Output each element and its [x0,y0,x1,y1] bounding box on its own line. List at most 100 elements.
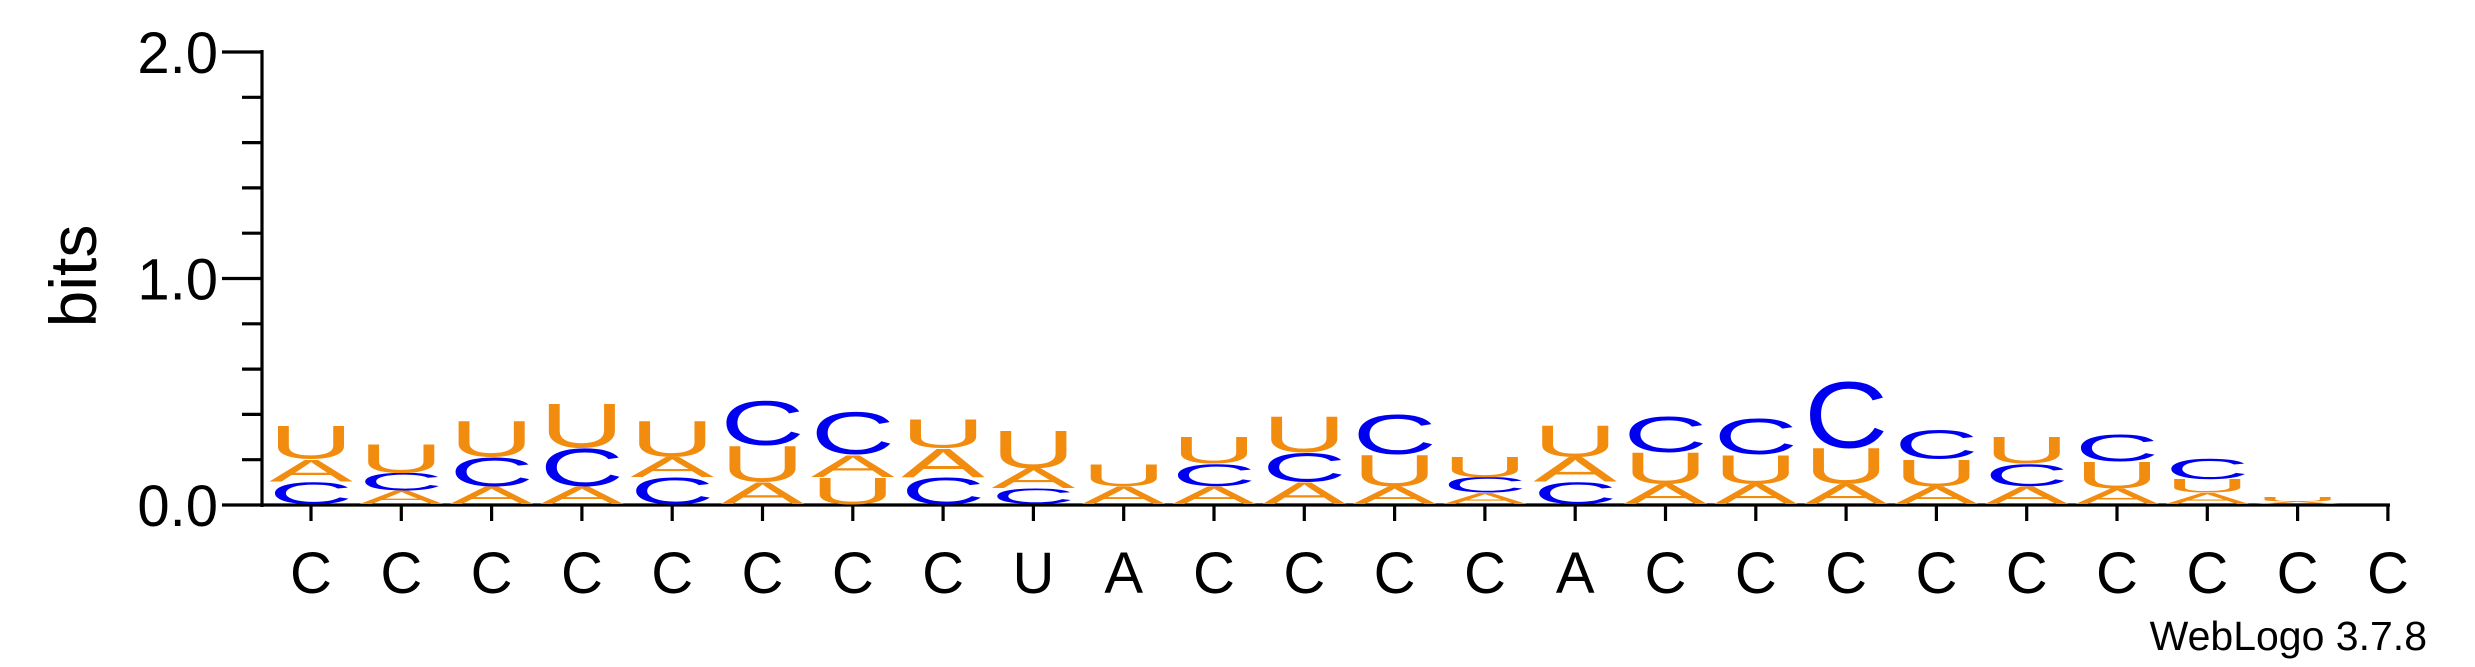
logo-letter-u: U [901,411,985,457]
logo-letter-u: U [2075,454,2159,496]
logo-column: ACU [1985,429,2070,509]
logo-letter-a: A [1624,479,1708,511]
logo-column: CAU [269,416,353,511]
logo-letter-u: U [1082,458,1166,493]
logo-column: AUC [1714,409,1798,510]
logo-letter-c: C [1443,473,1527,498]
logo-letter-u: U [1262,407,1346,463]
logo-letter-a: A [811,448,895,483]
logo-letter-c: C [2075,427,2159,469]
position-label: C [1735,541,1777,606]
position-label: C [1464,541,1506,606]
logo-letter-a: A [540,481,625,509]
logo-letter-a: A [630,451,714,483]
logo-letter-c: C [1894,422,1978,468]
logo-letter-u: U [2256,496,2340,503]
logo-letter-u: U [1443,451,1527,483]
position-label: C [1645,541,1687,606]
logo-letter-u: U [1623,443,1707,493]
position-label: C [471,541,513,606]
logo-letter-c: C [901,470,985,512]
logo-column: AUC [1894,422,1979,510]
logo-column: AUC [1353,403,1438,509]
logo-letter-u: U [991,420,1075,480]
logo-column: CAU [991,420,1075,509]
position-label: C [742,541,784,606]
weblogo-credit: WebLogo 3.7.8 [2150,613,2427,659]
logo-letter-c: C [630,470,714,512]
position-label: C [832,541,874,606]
position-label: C [1915,541,1957,606]
logo-column: AUC [1804,362,1888,510]
position-label: A [1104,541,1143,606]
y-tick-label: 2.0 [137,21,218,86]
y-tick-label: 1.0 [137,248,218,313]
logo-letter-a: A [1533,450,1617,489]
logo-column: UAC [811,400,895,513]
logo-letter-c: C [1623,407,1707,463]
position-label: U [1012,541,1054,606]
logo-column: ACU [359,436,443,509]
logo-letter-a: A [1804,479,1888,511]
logo-letter-c: C [1533,476,1617,511]
logo-letter-a: A [1443,490,1527,508]
logo-column: AUC [720,388,804,511]
logo-letter-u: U [1985,429,2069,471]
position-label: C [1193,541,1235,606]
logo-column: CAU [901,411,986,513]
position-label: C [2096,541,2138,606]
position-label: C [2277,541,2319,606]
logo-column: ACU [1443,451,1527,507]
logo-letter-c: C [450,449,534,495]
logo-letter-c: C [269,476,353,511]
logo-letter-a: A [1353,481,1438,509]
logo-letter-c: C [1985,458,2069,493]
logo-letter-c: C [540,438,624,498]
logo-letter-a: A [1714,479,1798,511]
logo-letter-c: C [1714,409,1798,465]
logo-column: CAU [630,411,714,512]
logo-letter-u: U [1172,429,1256,471]
logo-letter-a: A [2256,501,2340,505]
logo-letter-c: C [1172,458,1256,493]
logo-column: CAU [1533,416,1618,511]
logo-letter-u: U [811,470,895,512]
logo-letter-a: A [1082,481,1167,509]
logo-column: AU [1082,458,1167,510]
y-axis: 0.0 1.0 2.0 [137,21,264,539]
logo-column: AUC [2165,453,2249,507]
position-label: C [2186,541,2228,606]
logo-letter-u: U [450,411,534,467]
logo-column: AUC [2075,427,2159,509]
logo-letter-a: A [992,463,1076,495]
logo-letter-c: C [1804,362,1888,467]
logo-letter-c: C [721,388,805,459]
logo-letter-u: U [1353,446,1437,496]
logo-letter-a: A [721,476,805,511]
logo-letter-a: A [1172,481,1257,509]
position-label: C [561,541,603,606]
y-axis-label: bits [36,225,110,328]
position-label: C [2367,541,2409,606]
position-label: C [380,541,422,606]
position-label: C [651,541,693,606]
position-label: C [1374,541,1416,606]
logo-letter-a: A [1895,481,1980,509]
logo-column: ACU [450,411,535,509]
logo-letter-c: C [991,484,1075,509]
position-label: C [922,541,964,606]
logo-letter-a: A [269,453,353,488]
logo-letter-c: C [811,400,895,468]
logo-letter-a: A [901,440,986,486]
logo-letter-a: A [359,487,443,508]
logo-letter-c: C [2165,453,2249,485]
logo-column: ACU [1172,429,1257,509]
logo-letter-u: U [540,390,624,461]
logo-letter-a: A [450,481,535,509]
logo-column: ACU [540,390,625,510]
position-label: A [1556,541,1595,606]
logo-letter-u: U [1804,438,1888,494]
logo-letter-u: U [2165,476,2249,497]
